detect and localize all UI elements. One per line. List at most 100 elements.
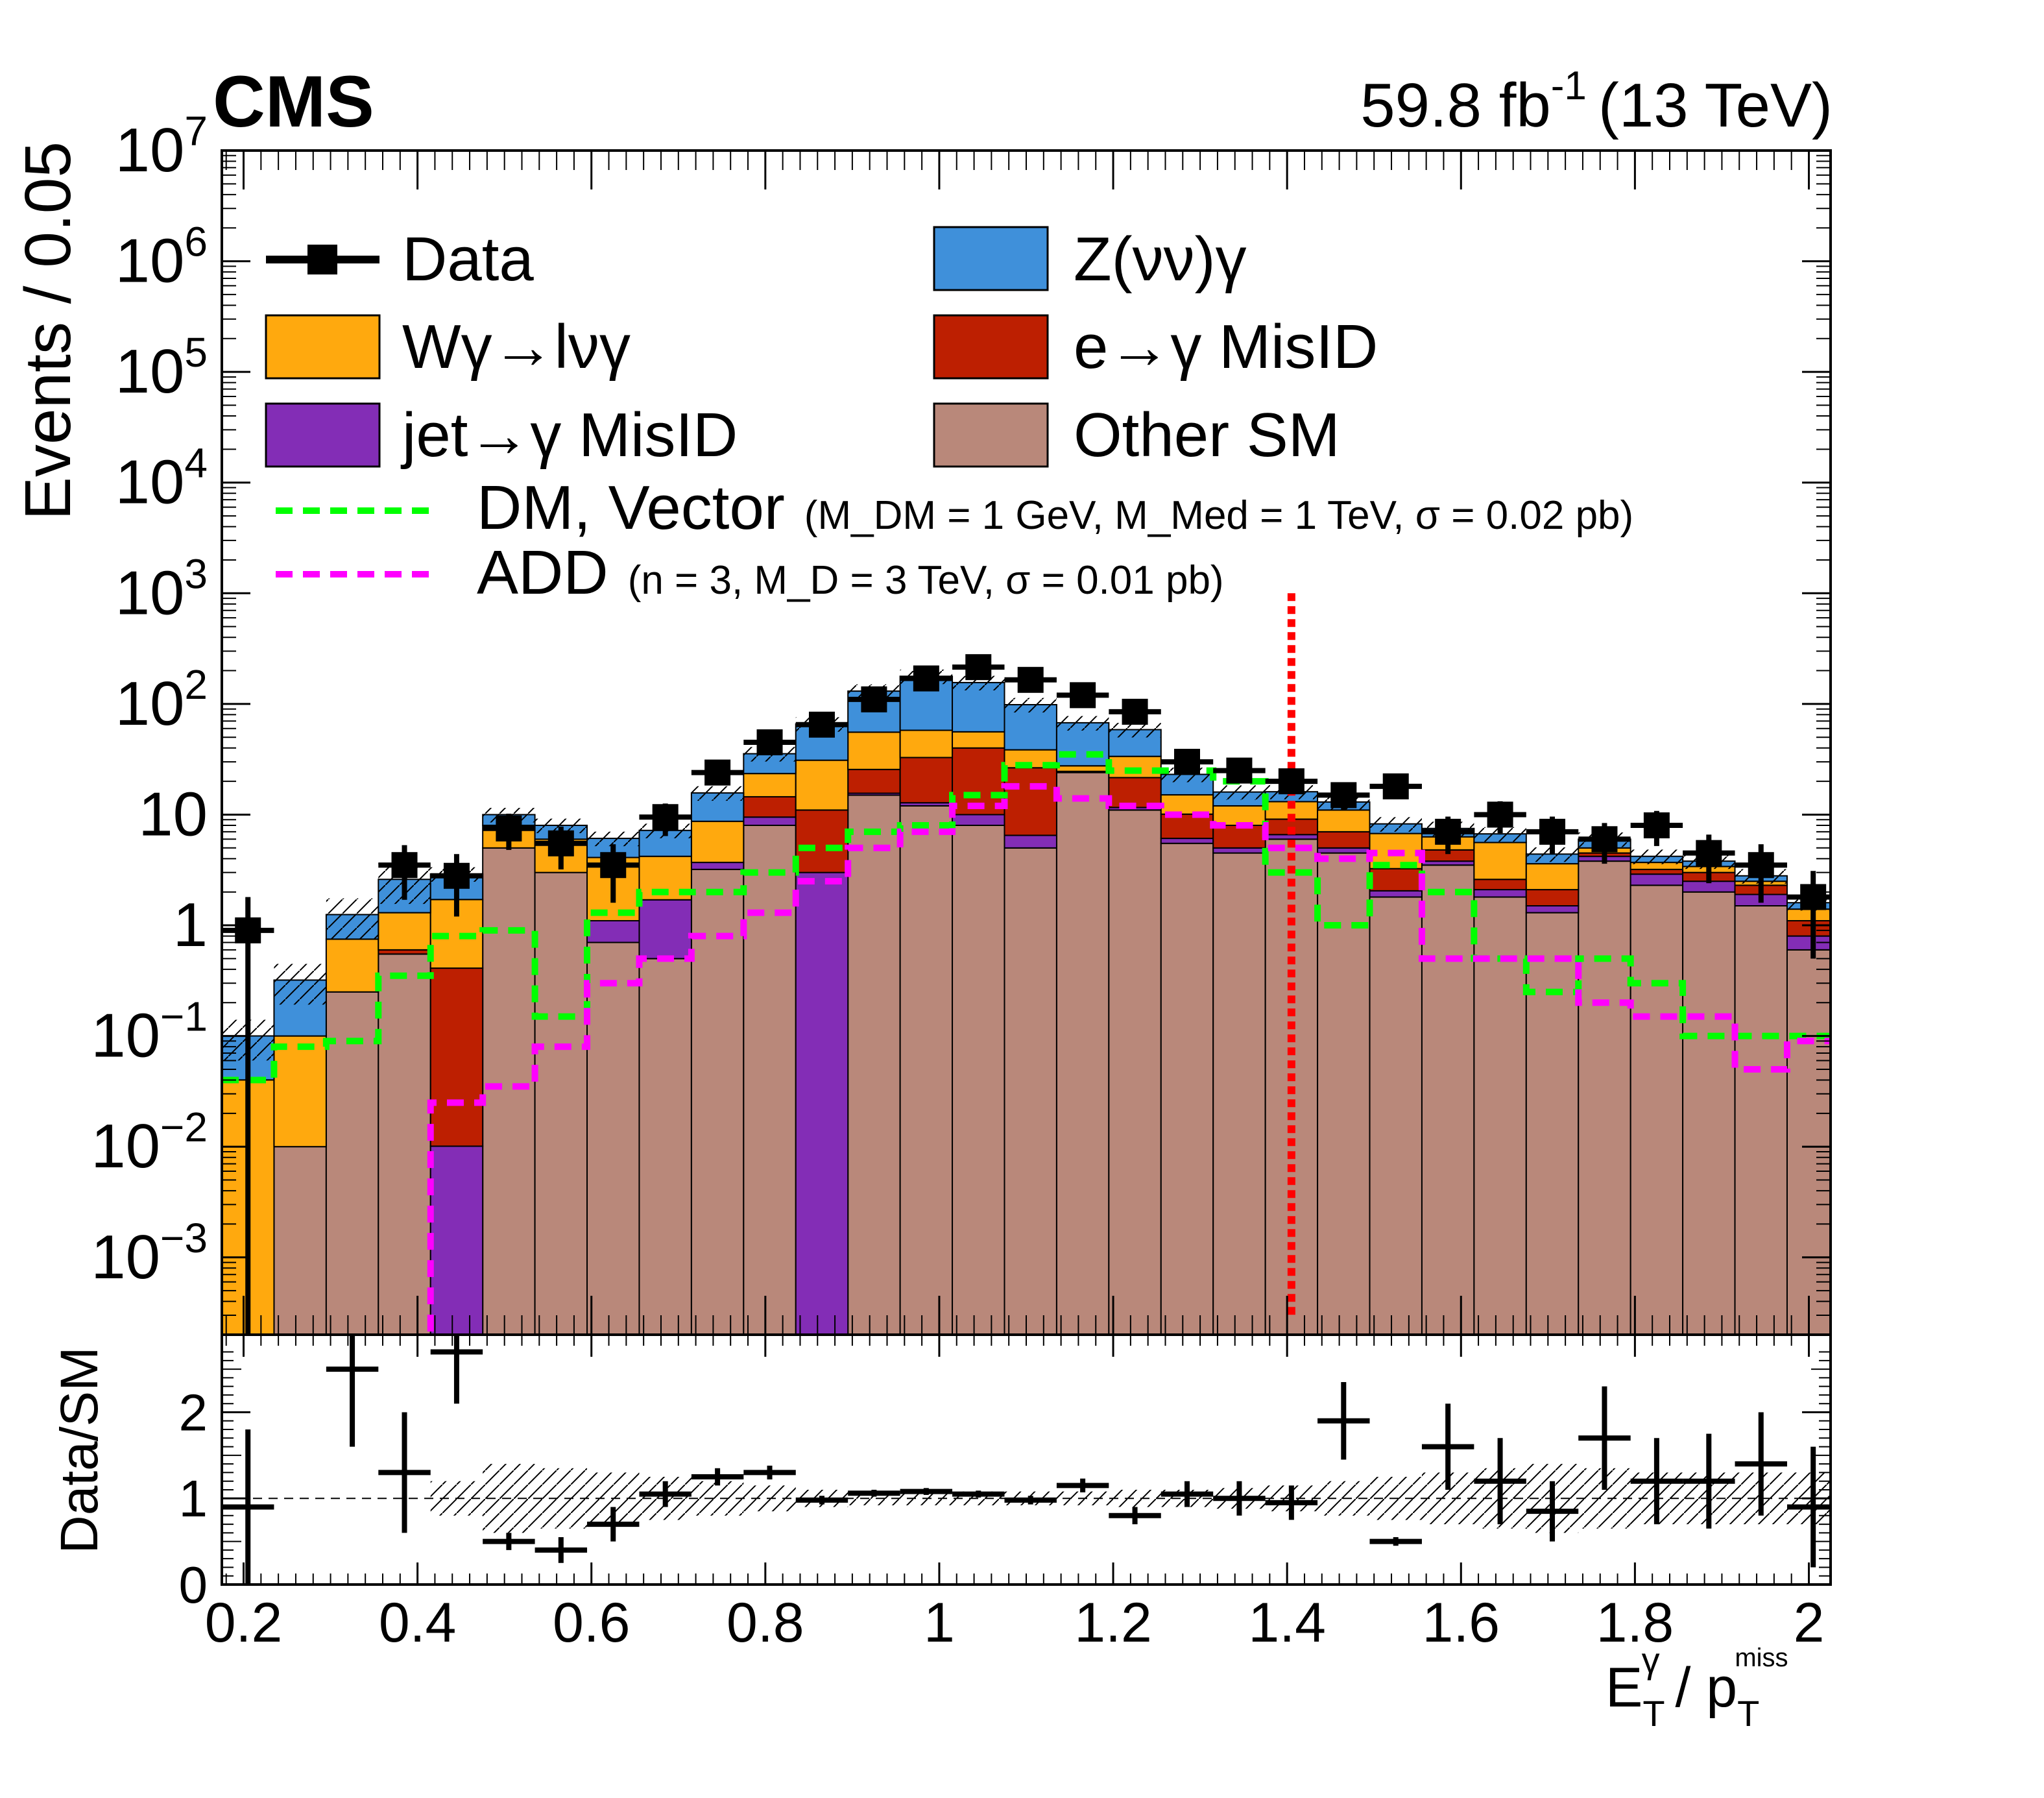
ytick-label: 102 [115, 661, 208, 738]
bar-other-6 [534, 871, 588, 1335]
legend-emisid-label: e→γ MisID [1074, 312, 1378, 382]
data-point-16 [1174, 749, 1200, 775]
ratio-y-tick-labels: 0 1 2 [179, 1383, 208, 1614]
stack-unc-25 [1526, 847, 1579, 862]
data-point-9 [808, 711, 835, 738]
legend-other-swatch [933, 402, 1049, 468]
x-title-slash-p: / p [1660, 1657, 1738, 1719]
bar-emisid-12 [847, 768, 901, 794]
stack-unc-18 [1160, 768, 1214, 783]
lumi-exponent: -1 [1551, 64, 1587, 108]
bar-other-23 [1421, 864, 1475, 1335]
xtick-label: 0.8 [727, 1592, 804, 1654]
ytick-base: 10 [91, 1001, 160, 1071]
legend-dm-main: DM, Vector [477, 473, 785, 542]
ytick-label: 103 [115, 550, 208, 627]
ytick-exponent: 6 [184, 219, 208, 265]
stack-unc-16 [1056, 716, 1109, 731]
data-point-0 [235, 917, 261, 943]
x-title-E: E [1605, 1657, 1642, 1719]
ytick-exponent: −1 [160, 993, 208, 1040]
bar-emisid-21 [1317, 831, 1371, 849]
data-point-1 [391, 852, 418, 879]
ytick-label: 10 [138, 779, 208, 849]
data-point-20 [1382, 773, 1409, 799]
stack-unc-2 [326, 898, 379, 940]
bar-other-15 [1004, 847, 1057, 1335]
ratio-points [222, 1335, 1831, 1585]
stack-unc-15 [1004, 698, 1057, 713]
data-point-26 [1696, 840, 1722, 866]
bar-emisid-18 [1160, 813, 1214, 840]
cms-label: CMS [213, 61, 374, 142]
ytick-exponent: 4 [184, 440, 208, 487]
data-point-2 [443, 862, 470, 889]
ytick-base: 10 [115, 226, 185, 296]
ytick-exponent: −3 [160, 1215, 208, 1261]
ytick-base: 10 [91, 1112, 160, 1181]
bar-other-22 [1369, 896, 1423, 1335]
x-title-sup-miss: miss [1735, 1644, 1788, 1672]
legend-add-params: (n = 3, M_D = 3 TeV, σ = 0.01 pb) [628, 558, 1224, 603]
xtick-label: 0.4 [379, 1592, 457, 1654]
x-title-sub-T2: T [1737, 1693, 1759, 1734]
bar-other-17 [1108, 809, 1162, 1335]
signal-curves [222, 751, 1831, 1335]
bar-wg-10 [743, 773, 797, 797]
data-point-6 [652, 804, 679, 831]
bar-jetmisid-10 [743, 816, 797, 826]
bar-jetmisid-21 [1317, 847, 1371, 854]
ratio-plot-frame [221, 1333, 1832, 1586]
data-point-24 [1591, 826, 1618, 853]
data-points [222, 654, 1831, 1335]
legend: Data Z(νν)γ Wγ→lνγ e→γ MisID jet→γ MisID… [265, 225, 1633, 607]
bar-wg-1 [273, 1035, 327, 1148]
ytick-exponent: 2 [184, 661, 208, 708]
bar-other-26 [1578, 860, 1631, 1335]
bar-jetmisid-22 [1369, 890, 1423, 898]
data-point-7 [704, 759, 731, 786]
data-point-17 [1226, 757, 1253, 784]
ratio-band-5 [691, 1481, 744, 1516]
ytick-label: 1 [173, 890, 208, 960]
bar-wg-3 [378, 912, 431, 951]
data-point-5 [600, 852, 627, 879]
data-point-8 [756, 729, 783, 756]
legend-add-label: ADD (n = 3, M_D = 3 TeV, σ = 0.01 pb) [477, 538, 1224, 607]
stack-unc-6 [535, 818, 588, 834]
data-point-15 [1122, 698, 1148, 725]
bar-emisid-27 [1629, 868, 1684, 875]
data-point-12 [965, 654, 992, 681]
ytick-exponent: 5 [184, 329, 208, 376]
stack-unc-1 [274, 964, 326, 1005]
bar-jetmisid-8 [638, 899, 692, 960]
stack-unc-19 [1213, 785, 1266, 800]
data-point-10 [861, 686, 887, 712]
data-point-23 [1539, 818, 1566, 845]
x-title-sup-gamma: γ [1642, 1640, 1660, 1681]
bar-emisid-15 [1004, 767, 1057, 836]
bar-other-24 [1473, 896, 1527, 1335]
bar-other-12 [847, 794, 901, 1335]
bar-other-7 [586, 942, 640, 1335]
bar-emisid-19 [1212, 824, 1266, 849]
signal-add-curve [427, 783, 1831, 1335]
bar-jetmisid-19 [1212, 847, 1266, 854]
ratio-ytick-label: 2 [179, 1383, 208, 1441]
stack-unc-27 [1630, 849, 1683, 864]
x-tick-labels: 0.2 0.4 0.6 0.8 1 1.2 1.4 1.6 1.8 2 [205, 1592, 1825, 1654]
signal-dm-curve [222, 751, 1831, 1084]
bar-jetmisid-14 [952, 814, 1005, 826]
bar-wg-2 [325, 938, 379, 993]
bar-jetmisid-27 [1629, 873, 1684, 886]
bar-other-5 [482, 847, 536, 1335]
ytick-label: 107 [115, 108, 208, 185]
legend-data-marker [307, 245, 337, 274]
stack-unc-14 [952, 675, 1005, 690]
bar-emisid-4 [429, 967, 484, 1147]
bar-other-16 [1055, 771, 1110, 1335]
data-point-13 [1017, 666, 1044, 693]
legend-wg-label: Wγ→lνγ [402, 312, 631, 382]
